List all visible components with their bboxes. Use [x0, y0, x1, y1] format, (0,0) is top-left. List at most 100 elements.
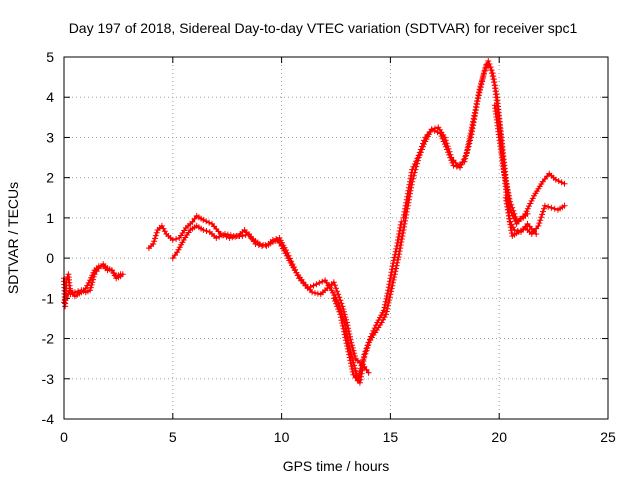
plot-frame — [63, 56, 609, 420]
data-point-marker — [466, 135, 473, 142]
data-point-marker — [342, 334, 349, 341]
data-point-marker — [361, 353, 368, 360]
data-point-marker — [442, 143, 449, 150]
data-point-marker — [382, 298, 389, 305]
data-point-marker — [252, 241, 259, 247]
data-point-marker — [351, 350, 358, 357]
data-point-marker — [390, 260, 397, 267]
data-point-marker — [367, 333, 374, 340]
data-point-marker — [200, 227, 207, 233]
data-point-marker — [393, 265, 399, 272]
data-point-marker — [345, 348, 352, 355]
data-point-marker — [213, 235, 220, 241]
data-point-marker — [505, 209, 512, 216]
data-point-marker — [420, 140, 426, 147]
data-point-marker — [512, 213, 519, 220]
data-point-marker — [401, 208, 408, 215]
data-point-marker — [391, 271, 398, 278]
data-point-marker — [334, 303, 341, 310]
y-tick-label: 0 — [46, 250, 54, 266]
data-point-marker — [339, 320, 346, 326]
data-point-marker — [459, 159, 466, 165]
data-point-marker — [402, 202, 409, 209]
data-point-marker — [222, 231, 228, 237]
data-point-marker — [507, 198, 514, 205]
data-point-marker — [290, 264, 297, 270]
data-point-marker — [471, 109, 478, 116]
data-point-marker — [335, 306, 342, 313]
axis-ticks: 0 5 10 15 20 25 -4 -3 -2 -1 0 1 2 3 4 5 — [42, 49, 616, 445]
data-point-marker — [411, 161, 418, 167]
data-point-marker — [351, 353, 358, 359]
data-point-marker — [489, 73, 496, 80]
data-point-marker — [342, 337, 349, 344]
data-point-marker — [394, 259, 401, 266]
data-point-marker — [481, 68, 488, 75]
data-point-marker — [344, 343, 351, 349]
data-point-marker — [533, 231, 540, 237]
series-trace — [171, 59, 566, 384]
data-point-marker — [457, 164, 463, 171]
data-point-marker — [286, 255, 293, 262]
data-point-marker — [470, 115, 477, 122]
data-point-marker — [504, 184, 511, 191]
data-point-marker — [487, 64, 494, 71]
data-point-marker — [419, 143, 425, 150]
data-point-marker — [356, 371, 363, 378]
data-point-marker — [444, 146, 450, 153]
data-point-marker — [382, 301, 389, 308]
data-point-marker — [312, 290, 318, 296]
data-point-marker — [398, 236, 405, 242]
y-tick-label: -2 — [42, 331, 55, 347]
data-point-marker — [343, 340, 350, 347]
data-point-marker — [362, 350, 369, 357]
data-point-marker — [413, 158, 420, 165]
data-point-marker — [465, 141, 472, 148]
data-point-marker — [468, 124, 475, 131]
data-point-marker — [410, 163, 417, 170]
data-point-marker — [538, 214, 545, 221]
data-point-marker — [503, 181, 510, 188]
data-point-marker — [169, 237, 176, 243]
data-point-marker — [347, 360, 354, 367]
data-point-marker — [335, 291, 342, 298]
data-point-marker — [330, 279, 337, 286]
data-point-marker — [354, 377, 361, 384]
data-point-marker — [150, 241, 157, 247]
data-point-marker — [383, 295, 390, 302]
data-point-marker — [357, 365, 364, 372]
data-point-marker — [511, 210, 518, 217]
data-point-marker — [467, 130, 474, 137]
data-point-marker — [239, 233, 246, 239]
data-point-marker — [383, 311, 389, 318]
data-point-marker — [470, 118, 477, 125]
data-point-marker — [82, 285, 89, 292]
data-point-marker — [284, 249, 291, 256]
data-point-marker — [294, 272, 301, 279]
data-point-marker — [417, 146, 424, 153]
data-point-marker — [502, 175, 509, 182]
data-point-marker — [548, 204, 555, 211]
data-point-marker — [396, 228, 403, 234]
data-point-marker — [524, 205, 531, 212]
data-point-marker — [269, 237, 276, 243]
data-point-marker — [330, 295, 337, 302]
data-point-marker — [384, 290, 391, 297]
data-point-marker — [349, 366, 356, 372]
data-point-marker — [340, 325, 347, 332]
data-point-marker — [285, 252, 292, 259]
data-point-marker — [555, 178, 562, 184]
data-point-marker — [331, 282, 338, 289]
data-point-marker — [85, 279, 92, 286]
data-point-marker — [446, 151, 453, 158]
data-point-marker — [460, 156, 467, 163]
data-point-marker — [333, 300, 339, 307]
data-point-marker — [513, 216, 520, 223]
data-point-marker — [262, 242, 269, 248]
data-point-marker — [206, 219, 213, 226]
data-point-marker — [381, 304, 388, 311]
data-point-marker — [552, 176, 559, 183]
data-point-marker — [474, 97, 481, 104]
data-point-marker — [349, 368, 356, 375]
